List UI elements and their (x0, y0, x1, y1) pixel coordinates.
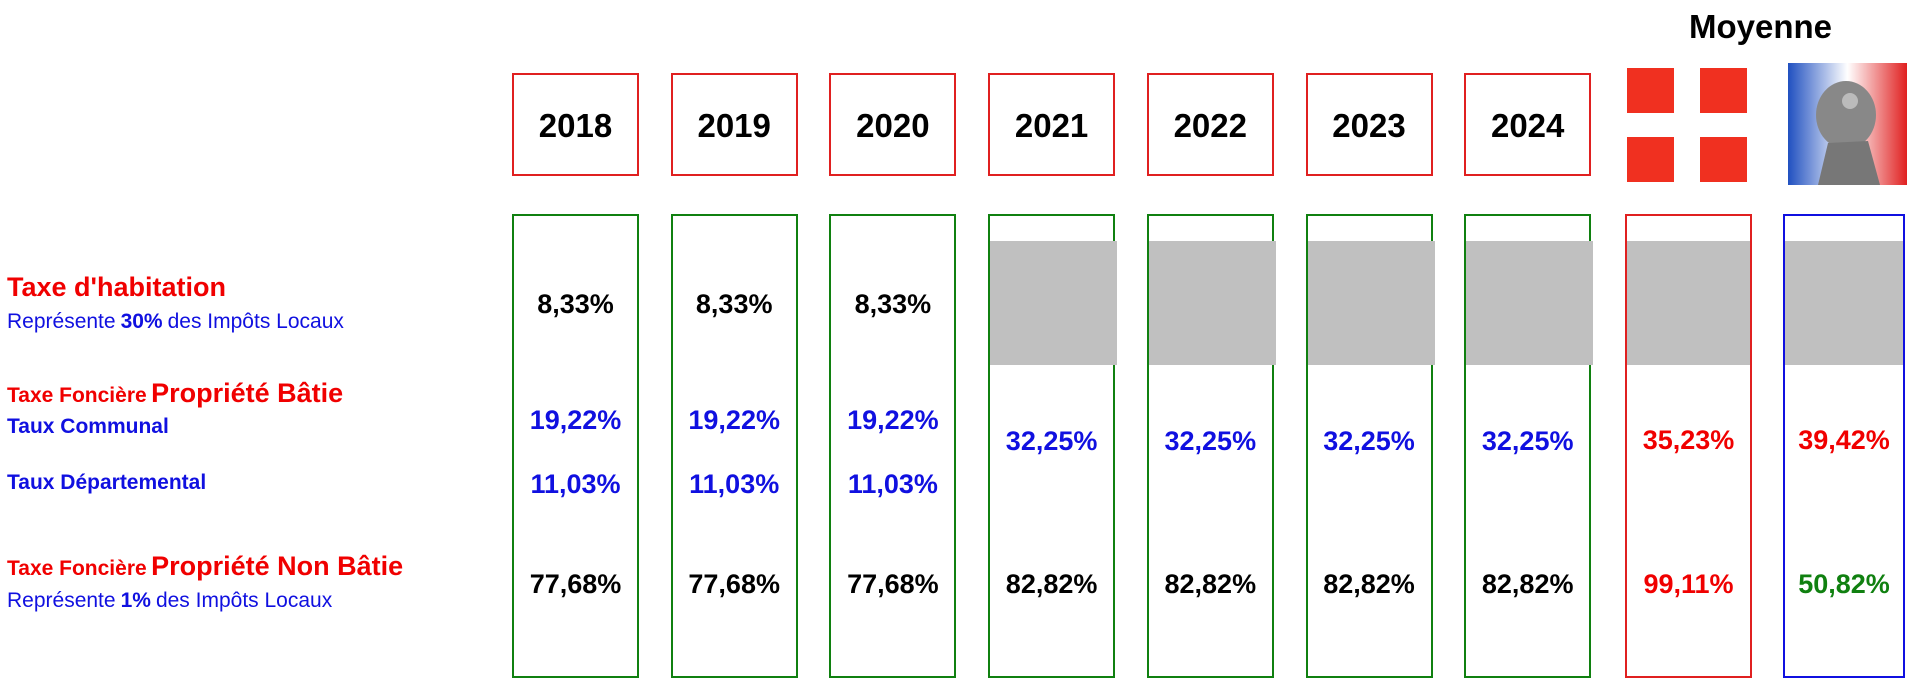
empty-band (1148, 241, 1276, 365)
average-tfpb: 35,23% (1642, 425, 1735, 455)
marianne-logo (1788, 63, 1907, 185)
title: Propriété Non Bâtie (151, 551, 404, 581)
year-box (1305, 73, 1433, 176)
communal-value: 19,22% (847, 405, 939, 435)
departemental-value: 11,03% (530, 469, 621, 499)
average-tfpb: 39,42% (1798, 425, 1890, 455)
note-text: Représente (7, 310, 116, 333)
year-box (1464, 73, 1592, 176)
year-box (670, 73, 798, 176)
tfpnb-value: 77,68% (688, 569, 780, 599)
tfpb-value: 32,25% (1481, 426, 1574, 456)
column-box (829, 214, 957, 678)
th-note: Représente 30% des Impôts Locaux (7, 310, 344, 334)
average-tfpnb: 99,11% (1643, 569, 1734, 599)
tfpnb-value: 82,82% (1164, 569, 1257, 599)
year-box (512, 73, 639, 176)
average-tfpnb: 50,82% (1798, 569, 1890, 599)
year-box (829, 73, 957, 176)
prefix: Taxe Foncière (7, 384, 147, 407)
year: 2022 (1173, 107, 1247, 144)
column-box (512, 214, 639, 678)
tfpnb-note: Représente 1% des Impôts Locaux (7, 589, 332, 613)
empty-band (1785, 241, 1903, 365)
th-title: Taxe d'habitation (7, 272, 226, 302)
year: 2024 (1490, 107, 1565, 144)
empty-band (1307, 241, 1435, 365)
year: 2021 (1014, 107, 1089, 144)
th-value: 8,33% (854, 289, 932, 319)
note-bold: 1% (120, 589, 151, 612)
note-text: Représente (7, 589, 116, 612)
th-value: 8,33% (695, 289, 773, 319)
year-box (1146, 73, 1274, 176)
tfpb-value: 32,25% (1323, 426, 1415, 456)
tfpnb-value: 82,82% (1323, 569, 1415, 599)
th-value: 8,33% (537, 289, 614, 319)
year: 2018 (538, 107, 613, 144)
tfpnb-value: 82,82% (1481, 569, 1574, 599)
empty-band (1466, 241, 1594, 365)
tfpnb-title: Taxe Foncière Propriété Non Bâtie (7, 551, 403, 582)
year: 2023 (1332, 107, 1406, 144)
empty-band (990, 241, 1118, 365)
tfpb-title: Taxe Foncière Propriété Bâtie (7, 378, 343, 409)
tfpnb-value: 77,68% (847, 569, 939, 599)
title: Propriété Bâtie (151, 378, 344, 408)
departemental-value: 11,03% (689, 469, 780, 499)
departemental-value: 11,03% (847, 469, 938, 499)
tfpb-value: 32,25% (1164, 426, 1257, 456)
prefix: Taxe Foncière (7, 557, 147, 580)
communal-value: 19,22% (529, 405, 622, 435)
communal-value: 19,22% (688, 405, 780, 435)
tfpnb-value: 77,68% (529, 569, 622, 599)
note-text: des Impôts Locaux (155, 589, 333, 612)
tfpb-value: 32,25% (1005, 426, 1098, 456)
departemental-label: Taux Départemental (7, 471, 207, 494)
communal-label: Taux Communal (7, 415, 169, 438)
empty-band (1627, 241, 1750, 365)
note-text: des Impôts Locaux (167, 310, 344, 333)
year: 2019 (697, 107, 771, 144)
year-box (988, 73, 1116, 176)
note-bold: 30% (120, 310, 163, 333)
year: 2020 (856, 107, 930, 144)
tfpnb-value: 82,82% (1005, 569, 1098, 599)
heading: Moyenne (1689, 8, 1833, 45)
column-box (670, 214, 798, 678)
savoie-flag (1627, 68, 1747, 182)
